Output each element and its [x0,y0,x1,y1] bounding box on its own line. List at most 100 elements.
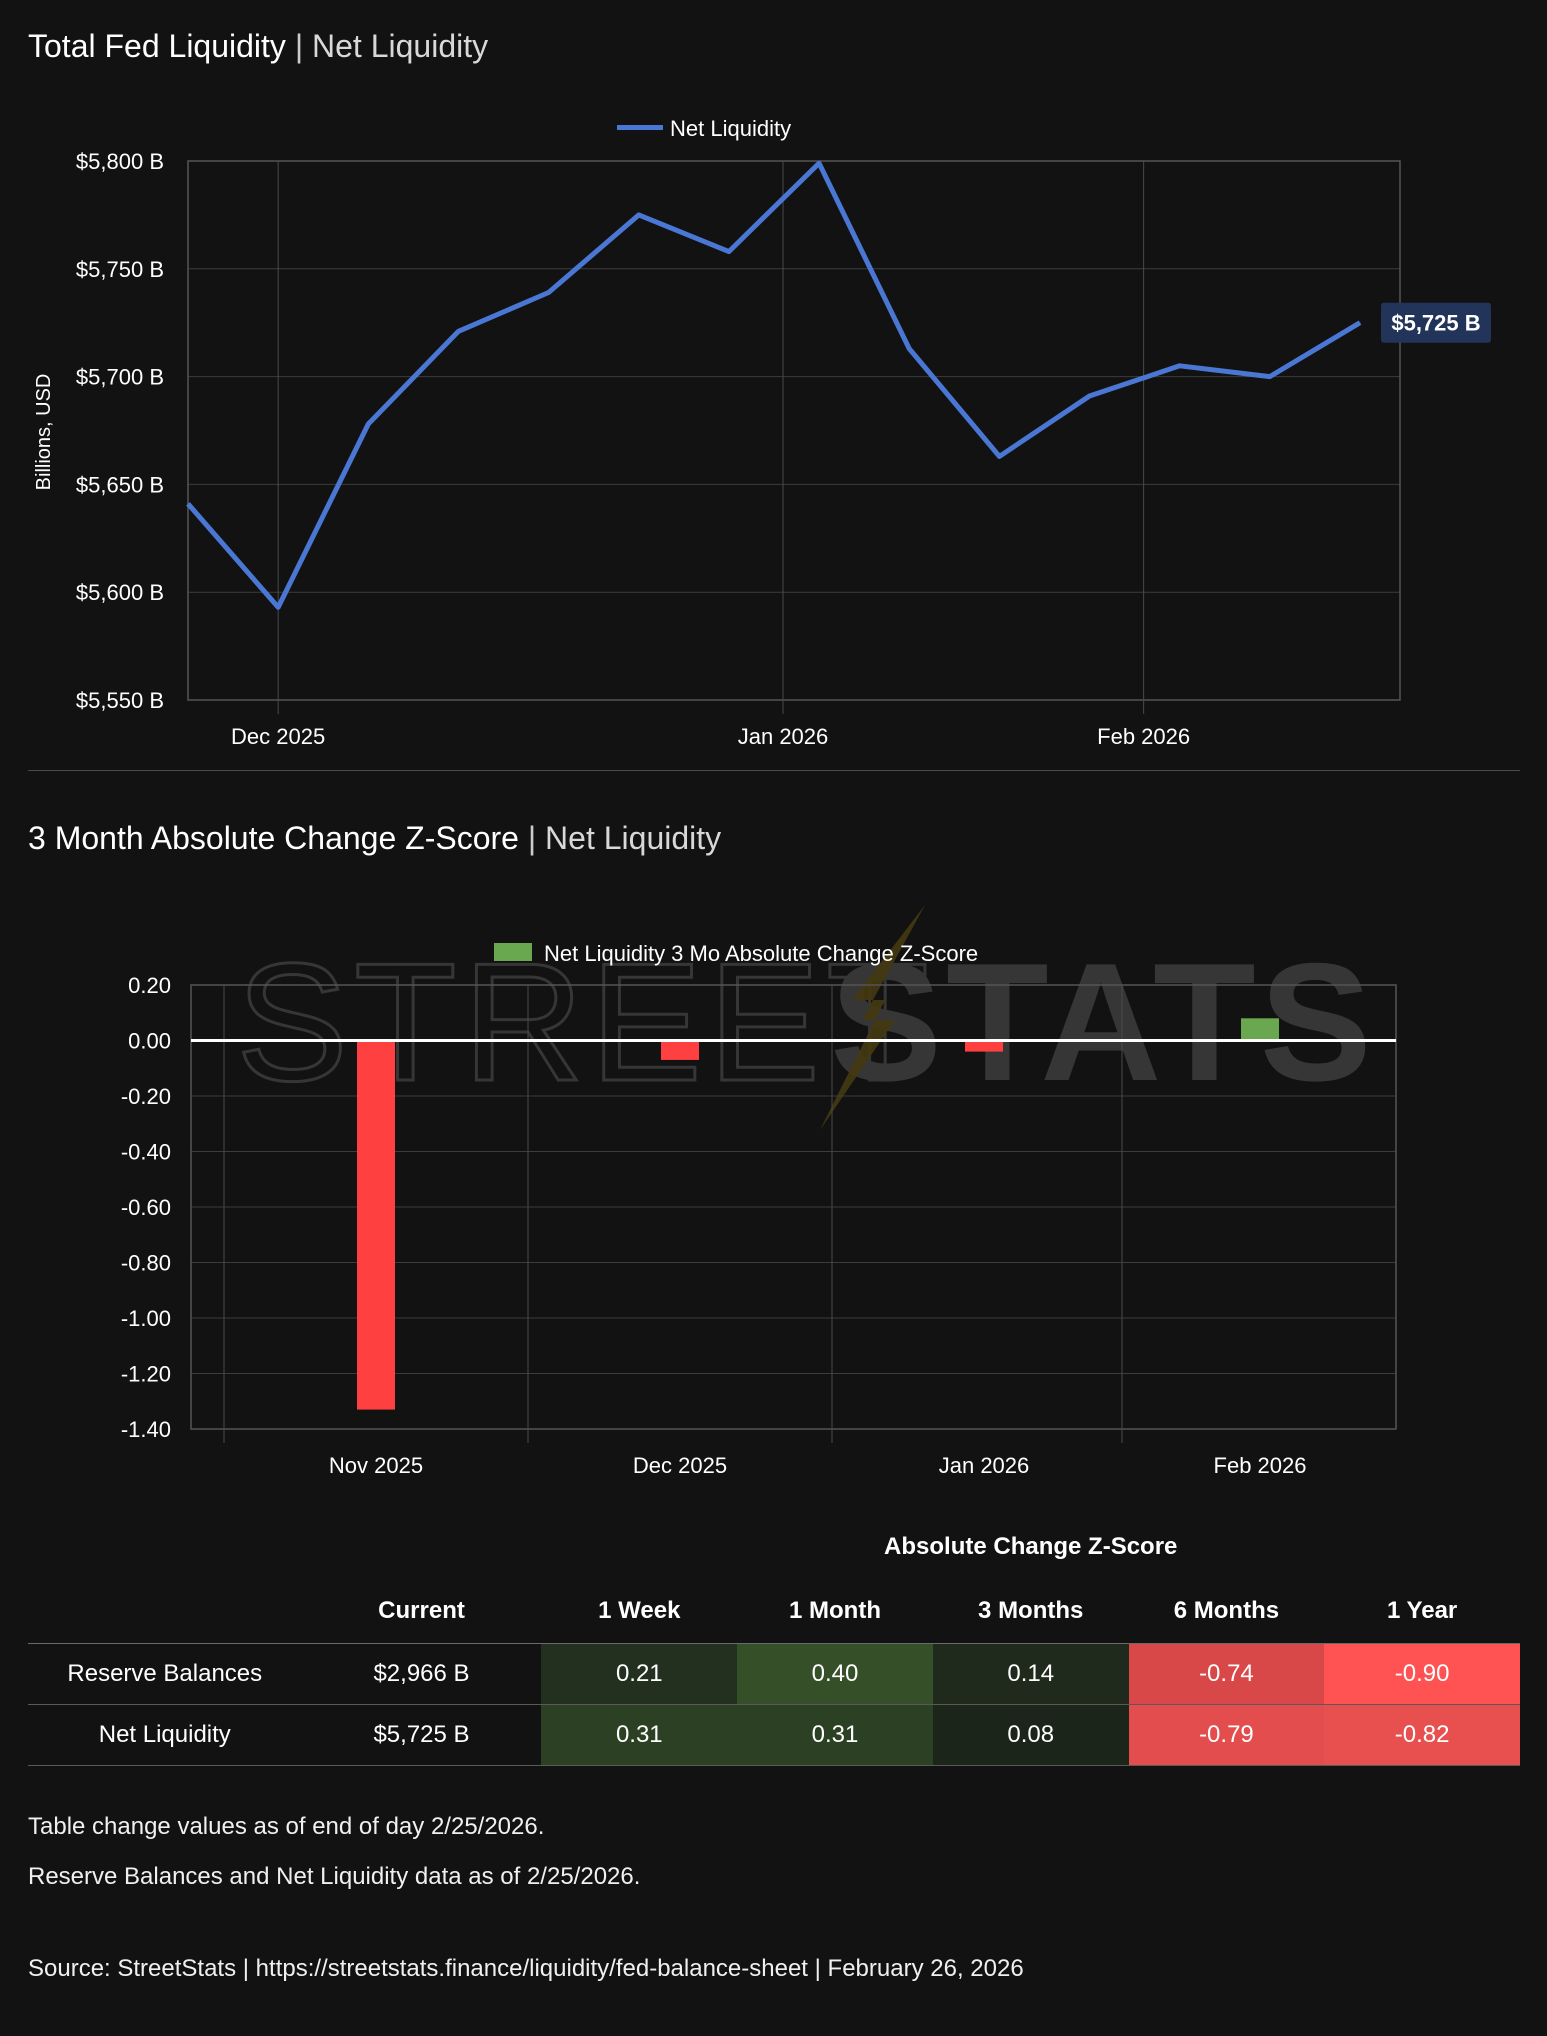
zscore-title-sub: Net Liquidity [545,820,722,856]
last-value-text: $5,725 B [1391,311,1480,336]
zscore-bar [661,1040,699,1060]
table-row-label: Net Liquidity [28,1704,302,1766]
bar-chart-y-tick-label: -1.00 [121,1306,171,1331]
bar-chart-y-tick-label: -0.60 [121,1195,171,1220]
table-current-value: $2,966 B [301,1643,542,1705]
lightning-bolt-icon [820,905,925,1130]
bar-chart-x-tick-label: Feb 2026 [1214,1453,1307,1478]
line-chart-x-tick-label: Feb 2026 [1097,724,1190,749]
line-chart-legend-label: Net Liquidity [670,116,791,141]
bar-chart-x-tick-label: Jan 2026 [939,1453,1030,1478]
bar-chart-y-tick-label: 0.00 [128,1029,171,1054]
table-column-header: 1 Year [1324,1579,1520,1644]
liquidity-title-main: Total Fed Liquidity [28,28,286,64]
table-empty-header [302,1515,542,1579]
line-chart-point [548,292,550,294]
line-chart-legend: Net Liquidity [617,116,791,141]
section-divider [28,770,1520,771]
line-chart-point [908,348,910,350]
line-chart-point [998,455,1000,457]
bar-chart-x-tick-label: Nov 2025 [329,1453,423,1478]
table-group-header: Absolute Change Z-Score [884,1533,1178,1560]
table-zscore-cell: 0.31 [541,1704,738,1766]
line-chart-y-tick-label: $5,600 B [76,580,164,605]
zscore-title-separator: | [518,820,546,856]
bar-chart-x-tick-label: Dec 2025 [633,1453,727,1478]
bar-chart-y-tick-label: -0.20 [121,1084,171,1109]
line-chart-y-tick-label: $5,650 B [76,472,164,497]
line-chart-y-tick-label: $5,750 B [76,257,164,282]
bar-chart-y-ticks: 0.20 0.00 -0.20 -0.40 -0.60 -0.80 -1.00 -1.20 -1… [121,973,171,1442]
line-chart-plot-border [187,160,1401,701]
line-chart-point [1179,365,1181,367]
table-current-value: $5,725 B [301,1704,542,1766]
liquidity-title-separator: | [285,28,313,64]
liquidity-chart-title: Total Fed Liquidity | Net Liquidity [28,28,488,65]
footer-source: Source: StreetStats | https://streetstat… [28,1955,1024,1982]
streetstats-watermark: STREET STATS [235,905,1376,1130]
line-chart-point [638,214,640,216]
table-zscore-cell: -0.79 [1128,1704,1325,1766]
liquidity-title-sub: Net Liquidity [312,28,489,64]
zscore-bar [357,1040,395,1410]
zscore-bar-chart: STREET STATS 0.20 0.00 -0.20 -0.40 -0.60 -0.8… [121,905,1397,1478]
bar-chart-y-tick-label: -1.40 [121,1417,171,1442]
footer-note-data-date: Reserve Balances and Net Liquidity data … [28,1863,641,1890]
line-chart-point [1359,322,1361,324]
line-chart-x-ticks: Dec 2025 Jan 2026 Feb 2026 [231,724,1190,749]
footer-note-table-date: Table change values as of end of day 2/2… [28,1813,545,1840]
line-chart-y-tick-label: $5,700 B [76,365,164,390]
line-chart-legend-swatch [617,125,663,130]
line-chart-y-axis-label: Billions, USD [33,374,55,491]
bar-chart-y-tick-label: 0.20 [128,973,171,998]
table-zscore-cell: -0.74 [1128,1643,1325,1705]
table-zscore-cell: 0.14 [932,1643,1129,1705]
table-zscore-cell: -0.82 [1324,1704,1520,1766]
bar-chart-y-tick-label: -0.40 [121,1140,171,1165]
table-column-header: 6 Months [1128,1579,1325,1644]
line-chart-y-ticks: $5,800 B $5,750 B $5,700 B $5,650 B $5,600 B… [76,149,164,713]
line-chart-points [187,162,1361,608]
line-chart-point [367,423,369,425]
line-chart-y-tick-label: $5,800 B [76,149,164,174]
table-zscore-cell: 0.21 [541,1643,738,1705]
table-column-header: 3 Months [932,1579,1129,1644]
bar-chart-legend-label: Net Liquidity 3 Mo Absolute Change Z-Sco… [544,941,978,966]
net-liquidity-series-line [186,160,1362,610]
line-chart-point [457,330,459,332]
table-column-header: Current [301,1579,542,1644]
last-value-badge [1381,302,1491,343]
table-zscore-cell: 0.08 [932,1704,1129,1766]
last-value-label: $5,725 B [1381,302,1491,343]
table-column-header: 1 Week [541,1579,738,1644]
bar-chart-y-tick-label: -1.20 [121,1362,171,1387]
zscore-table: Absolute Change Z-Score Current 1 Week 1… [28,1515,1520,1766]
line-chart-x-tick-label: Dec 2025 [231,724,325,749]
bar-chart-legend-swatch [494,943,532,961]
zscore-bar [1241,1018,1279,1041]
bar-chart-x-ticks: Nov 2025 Dec 2025 Jan 2026 Feb 2026 [329,1453,1307,1478]
line-chart-point [1089,395,1091,397]
table-row-label: Reserve Balances [28,1643,302,1705]
table-zscore-cell: 0.40 [737,1643,933,1705]
line-chart-point [277,606,279,608]
table-zscore-cell: 0.31 [737,1704,933,1766]
line-chart-x-tick-label: Jan 2026 [738,724,829,749]
watermark-text-bold: STATS [830,928,1376,1116]
zscore-chart-title: 3 Month Absolute Change Z-Score | Net Li… [28,820,721,857]
bar-chart-bars [357,1018,1279,1410]
table-empty-header [28,1515,302,1579]
table-row: Reserve Balances $2,966 B 0.21 0.40 0.14… [28,1643,1520,1705]
bar-chart-y-tick-label: -0.80 [121,1251,171,1276]
line-chart-point [728,251,730,253]
bar-chart-legend: Net Liquidity 3 Mo Absolute Change Z-Sco… [494,941,978,966]
line-chart-grid [187,160,1401,714]
net-liquidity-line-chart: $5,800 B $5,750 B $5,700 B $5,650 B $5,600 B… [33,116,1491,749]
table-zscore-cell: -0.90 [1324,1643,1520,1705]
line-chart-point [818,162,820,164]
table-column-header [28,1579,302,1644]
zscore-title-main: 3 Month Absolute Change Z-Score [28,820,519,856]
bar-chart-plot-border [190,984,1397,1430]
table-row: Net Liquidity $5,725 B 0.31 0.31 0.08 -0… [28,1704,1520,1766]
line-chart-point [187,503,189,505]
